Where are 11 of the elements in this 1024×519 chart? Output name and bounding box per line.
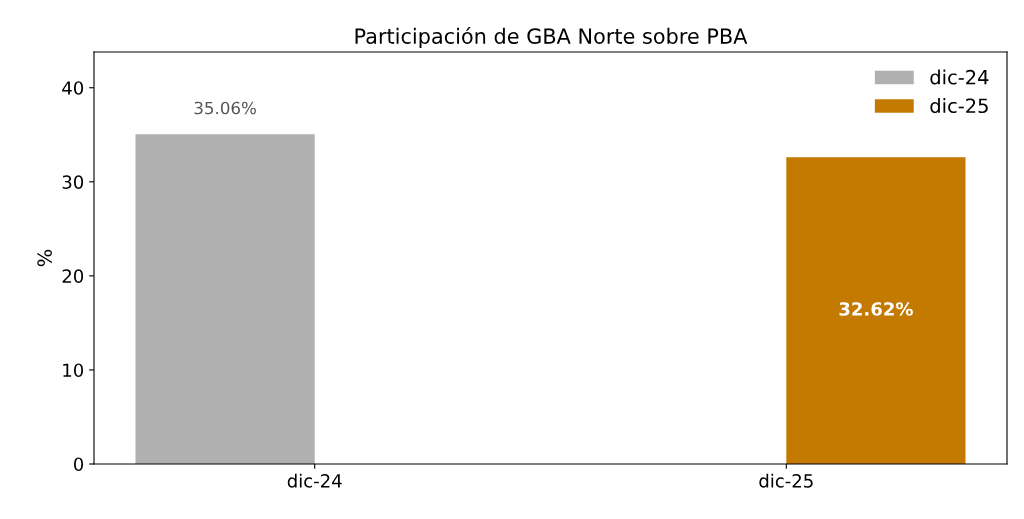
legend-label: dic-25 xyxy=(930,98,988,114)
y-tick-label: 10 xyxy=(63,363,84,378)
data-label: 32.62% xyxy=(839,302,913,316)
y-tick-label: 40 xyxy=(62,81,84,95)
chart-title: Participación de GBA Norte sobre PBA xyxy=(355,27,748,48)
data-label: 35.06% xyxy=(194,101,256,115)
y-axis-title: % xyxy=(37,249,52,267)
y-tick-label: 20 xyxy=(62,269,84,283)
y-tick-label: 0 xyxy=(73,457,84,472)
legend-label: dic-24 xyxy=(930,69,989,85)
y-tick-label: 30 xyxy=(62,175,84,189)
